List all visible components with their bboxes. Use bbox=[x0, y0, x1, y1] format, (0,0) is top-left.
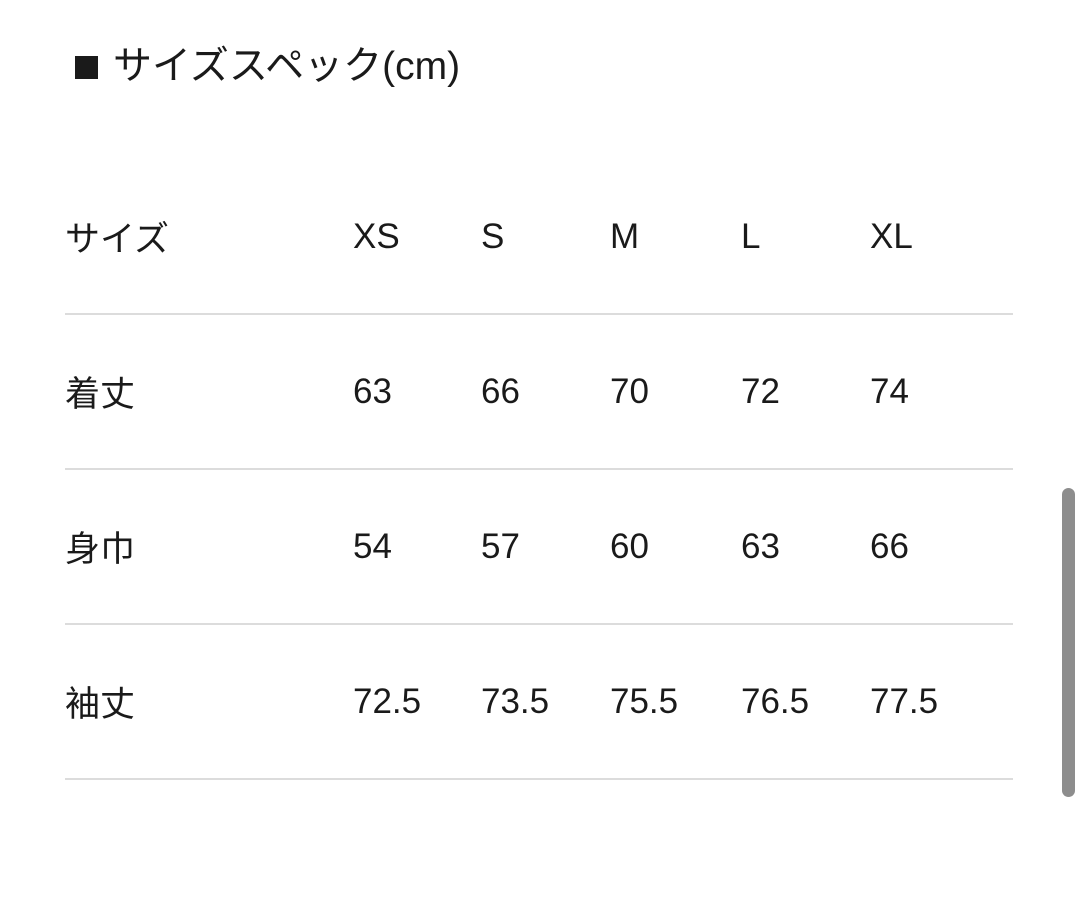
header-size-m: M bbox=[610, 160, 741, 315]
header-size-label: サイズ bbox=[65, 160, 353, 315]
cell-value: 76.5 bbox=[741, 624, 870, 780]
table-row-body-length: 着丈 63 66 70 72 74 bbox=[65, 314, 1013, 470]
cell-value: 63 bbox=[353, 314, 481, 470]
cell-value: 72 bbox=[741, 314, 870, 470]
title-bullet-square-icon bbox=[75, 55, 98, 79]
header-size-s: S bbox=[481, 160, 610, 315]
vertical-scrollbar-thumb[interactable] bbox=[1062, 488, 1075, 797]
cell-value: 63 bbox=[741, 469, 870, 625]
header-size-l: L bbox=[741, 160, 870, 315]
cell-value: 75.5 bbox=[610, 624, 741, 780]
cell-value: 72.5 bbox=[353, 624, 481, 780]
row-label-body-width: 身巾 bbox=[65, 469, 353, 625]
cell-value: 60 bbox=[610, 469, 741, 625]
size-spec-table: サイズ XS S M L XL 着丈 63 66 70 72 74 身巾 54 … bbox=[65, 160, 1013, 780]
cell-value: 66 bbox=[481, 314, 610, 470]
header-size-xl: XL bbox=[870, 160, 1013, 315]
section-title: サイズスペック(cm) bbox=[75, 45, 461, 89]
table-row-body-width: 身巾 54 57 60 63 66 bbox=[65, 469, 1013, 625]
header-size-xs: XS bbox=[353, 160, 481, 315]
cell-value: 54 bbox=[353, 469, 481, 625]
row-label-sleeve-length: 袖丈 bbox=[65, 624, 353, 780]
table-row-sleeve-length: 袖丈 72.5 73.5 75.5 76.5 77.5 bbox=[65, 624, 1013, 780]
cell-value: 77.5 bbox=[870, 624, 1013, 780]
cell-value: 57 bbox=[481, 469, 610, 625]
section-title-text: サイズスペック(cm) bbox=[113, 45, 461, 88]
cell-value: 66 bbox=[870, 469, 1013, 625]
cell-value: 70 bbox=[610, 314, 741, 470]
table-header-row: サイズ XS S M L XL bbox=[65, 160, 1013, 315]
cell-value: 74 bbox=[870, 314, 1013, 470]
cell-value: 73.5 bbox=[481, 624, 610, 780]
row-label-body-length: 着丈 bbox=[65, 314, 353, 470]
